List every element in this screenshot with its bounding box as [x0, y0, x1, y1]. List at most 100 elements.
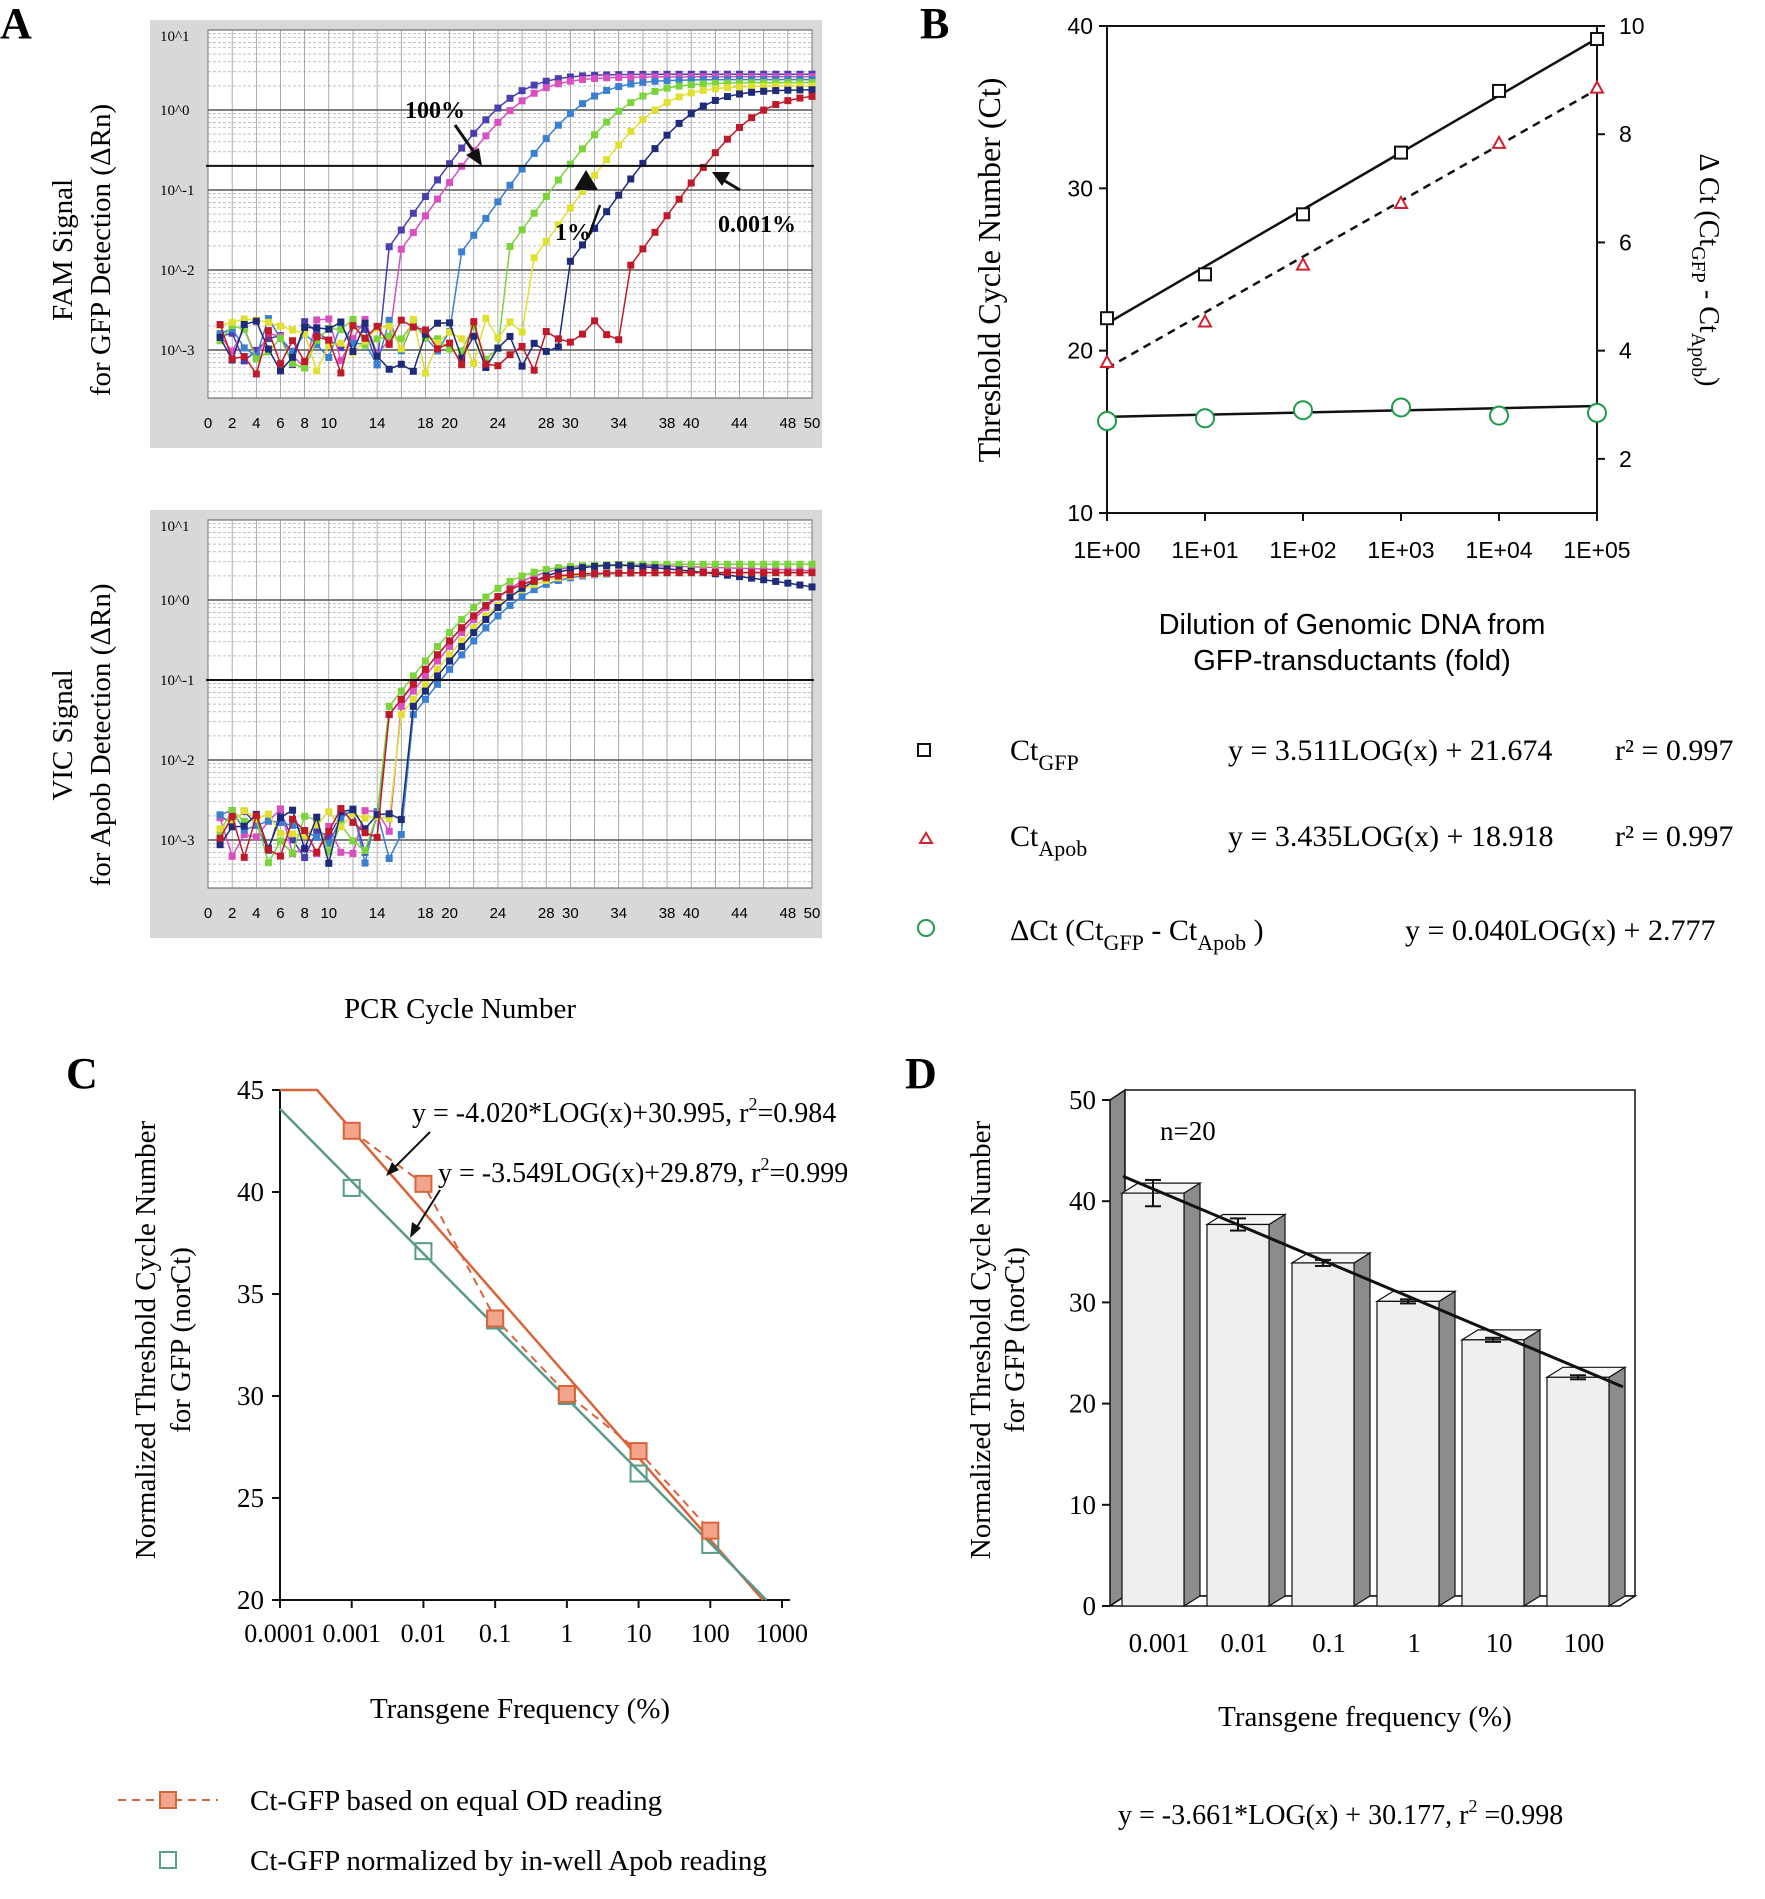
x-tick-label: 1E+02 — [1269, 537, 1336, 563]
curve-point — [736, 564, 744, 572]
y-tick-label: 10^0 — [160, 103, 190, 119]
curve-point — [397, 316, 405, 324]
curve-point — [252, 317, 260, 325]
b-ylabel-right-end: ) — [1693, 377, 1724, 386]
y-tick-label: 25 — [237, 1483, 264, 1513]
curve-point — [506, 577, 514, 585]
curve-point — [603, 562, 611, 570]
curve-point — [325, 859, 333, 867]
curve-point — [639, 116, 647, 124]
curve-point — [301, 358, 309, 366]
curve-point — [337, 356, 345, 364]
curve-point — [591, 562, 599, 570]
curve-point — [772, 101, 780, 109]
curve-point — [313, 826, 321, 834]
panel-label-a: A — [0, 0, 32, 48]
curve-point — [313, 328, 321, 336]
bar-side — [1608, 1366, 1626, 1608]
curve-point — [723, 135, 731, 143]
curve-point — [216, 321, 224, 329]
curve-point — [409, 680, 417, 688]
curve-point — [337, 848, 345, 856]
curve-point — [361, 859, 369, 867]
curve-point — [482, 116, 490, 124]
curve-point — [518, 165, 526, 173]
curve-point — [289, 359, 297, 367]
annotation-0001: 0.001% — [718, 212, 796, 238]
curve-point — [228, 807, 236, 815]
c-legend: Ct-GFP based on equal OD reading Ct-GFP … — [118, 1785, 767, 1877]
x-tick-label: 0.1 — [479, 1619, 512, 1648]
curve-point — [409, 672, 417, 680]
curve-point — [530, 89, 538, 97]
marker-gfp — [1590, 31, 1604, 46]
curve-point — [784, 579, 792, 587]
legend-marker-gfp — [917, 743, 931, 757]
curve-point — [421, 672, 429, 680]
curve-point — [639, 92, 647, 100]
curve-point — [542, 84, 550, 92]
c-eq2-arrowhead — [410, 1222, 421, 1238]
curve-point — [458, 651, 466, 659]
curve-point — [506, 586, 514, 594]
curve-point — [518, 328, 526, 336]
b-ylabel-right-sub1: GFP — [1687, 246, 1709, 283]
y-tick-label: 20 — [1069, 1389, 1096, 1419]
c-eq1-text: y = -4.020*LOG(x)+30.995, r — [412, 1098, 749, 1129]
curve-point — [736, 90, 744, 98]
curve-point — [276, 829, 284, 837]
curve-point — [240, 853, 248, 861]
curve-point — [385, 365, 393, 373]
curve-point — [434, 642, 442, 650]
curve-point — [748, 114, 756, 122]
curve-point — [421, 369, 429, 377]
curve-point — [458, 642, 466, 650]
curve-point — [397, 245, 405, 253]
curve-point — [615, 107, 623, 115]
curve-point — [289, 849, 297, 857]
curve-point — [252, 812, 260, 820]
panel-label-c: C — [66, 1049, 98, 1098]
curve-point — [228, 852, 236, 860]
arrow-head-1 — [574, 170, 598, 190]
b-ylabel-right-sub2: Apob — [1687, 333, 1709, 377]
marker-delta — [1587, 402, 1607, 423]
bar — [1376, 1300, 1440, 1607]
curve-point — [470, 612, 478, 620]
curve-point — [784, 86, 792, 94]
panel-c: 0.0001 0.001 0.01 0.1 1 10 100 1000 20 25 30 35 40 45… — [118, 1075, 848, 1877]
curve-point — [578, 76, 586, 84]
d-equation: y = -3.661*LOG(x) + 30.177, r2 =0.998 — [1118, 1796, 1563, 1831]
curve-point — [301, 845, 309, 853]
curve-point — [748, 88, 756, 96]
curve-point — [337, 318, 345, 326]
curve-point — [470, 637, 478, 645]
marker-od — [414, 1174, 433, 1193]
b-ylabel-right: Δ Ct (CtGFP - CtApob) — [1687, 154, 1724, 387]
curve-point — [615, 191, 623, 199]
curve-point — [639, 78, 647, 86]
fit-lines — [279, 1088, 768, 1601]
curve-point — [482, 355, 490, 363]
curve-point — [748, 574, 756, 582]
curve-point — [276, 814, 284, 822]
x-tick-label: 34 — [610, 905, 627, 922]
curve-point — [518, 97, 526, 105]
curve-point — [313, 813, 321, 821]
x-tick-label: 30 — [562, 415, 579, 432]
y-tick-label: 10^-3 — [160, 833, 195, 849]
curve-point — [434, 195, 442, 203]
legend-marker-apob-norm — [159, 1851, 177, 1869]
bar — [1291, 1262, 1355, 1607]
curve-point — [458, 624, 466, 632]
curve-point — [409, 687, 417, 695]
curve-point — [603, 569, 611, 577]
curve-point — [554, 80, 562, 88]
curve-point — [591, 569, 599, 577]
curve-point — [784, 97, 792, 105]
curve-point — [458, 144, 466, 152]
curve-point — [603, 86, 611, 94]
fit-line — [279, 1107, 768, 1601]
curve-point — [494, 334, 502, 342]
bar-side — [1183, 1182, 1201, 1608]
